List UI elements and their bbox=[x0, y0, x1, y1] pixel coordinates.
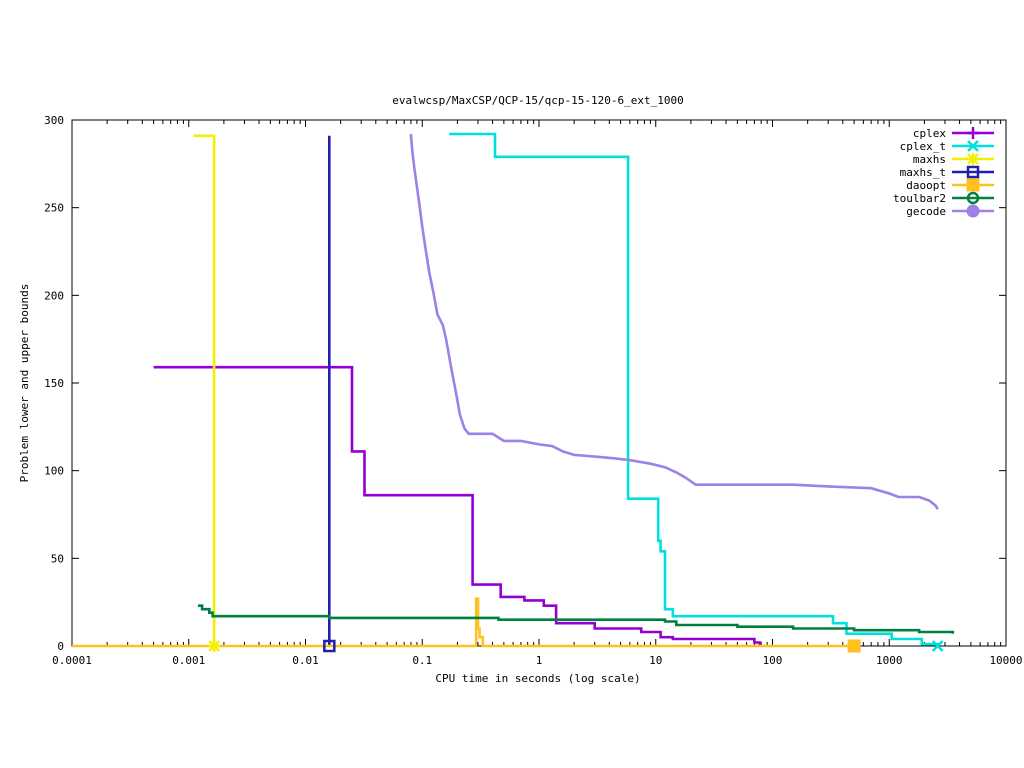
series-line-cplex_t bbox=[449, 132, 940, 646]
legend-label: maxhs_t bbox=[900, 166, 946, 179]
series-line-toulbar2 bbox=[198, 604, 955, 634]
legend: cplexcplex_tmaxhsmaxhs_tdaoopttoulbar2ge… bbox=[893, 127, 994, 218]
plot-frame bbox=[71, 119, 1007, 647]
y-tick-label: 0 bbox=[57, 640, 64, 653]
series-marker bbox=[967, 140, 979, 152]
legend-item-cplex: cplex bbox=[913, 127, 994, 140]
legend-item-maxhs_t: maxhs_t bbox=[900, 165, 994, 179]
series-marker bbox=[966, 165, 980, 179]
x-axis-label: CPU time in seconds (log scale) bbox=[435, 672, 640, 685]
chart-title: evalwcsp/MaxCSP/QCP-15/qcp-15-120-6_ext_… bbox=[392, 94, 683, 107]
series-toulbar2 bbox=[198, 604, 955, 634]
y-axis-label: Problem lower and upper bounds bbox=[18, 284, 31, 483]
series-markers-cplex_t bbox=[931, 640, 944, 652]
x-tick-label: 1000 bbox=[876, 654, 903, 667]
series-line-gecode bbox=[409, 133, 939, 510]
legend-item-gecode: gecode bbox=[906, 204, 994, 218]
x-tick-label: 0.1 bbox=[412, 654, 432, 667]
series-maxhs bbox=[193, 134, 216, 646]
series-markers-maxhs bbox=[208, 640, 221, 652]
series-marker bbox=[323, 639, 336, 653]
series-gecode bbox=[409, 133, 939, 510]
series-daoopt bbox=[72, 597, 855, 648]
legend-item-cplex_t: cplex_t bbox=[900, 140, 994, 153]
series-markers-daoopt bbox=[847, 639, 861, 653]
legend-label: daoopt bbox=[906, 179, 946, 192]
y-tick-label: 200 bbox=[44, 289, 64, 302]
series-line-cplex bbox=[153, 365, 762, 646]
y-tick-label: 250 bbox=[44, 202, 64, 215]
legend-item-daoopt: daoopt bbox=[906, 178, 994, 192]
x-tick-label: 1 bbox=[536, 654, 543, 667]
x-tick-label: 10000 bbox=[989, 654, 1022, 667]
x-tick-label: 0.01 bbox=[292, 654, 319, 667]
series-marker bbox=[931, 640, 944, 652]
y-tick-label: 100 bbox=[44, 465, 64, 478]
series-marker bbox=[847, 639, 861, 653]
series-marker bbox=[967, 153, 979, 165]
legend-label: cplex bbox=[913, 127, 946, 140]
x-tick-label: 10 bbox=[649, 654, 662, 667]
legend-item-maxhs: maxhs bbox=[913, 153, 994, 166]
series-markers-maxhs_t bbox=[323, 639, 336, 653]
series-marker bbox=[966, 178, 980, 192]
series-marker bbox=[966, 191, 980, 205]
y-tick-label: 150 bbox=[44, 377, 64, 390]
y-tick-label: 50 bbox=[51, 552, 64, 565]
legend-label: maxhs bbox=[913, 153, 946, 166]
x-tick-label: 100 bbox=[763, 654, 783, 667]
series-line-daoopt bbox=[72, 597, 855, 648]
x-tick-label: 0.0001 bbox=[52, 654, 92, 667]
legend-label: gecode bbox=[906, 205, 946, 218]
legend-item-toulbar2: toulbar2 bbox=[893, 191, 994, 205]
series-cplex_t bbox=[449, 132, 940, 646]
y-tick-label: 300 bbox=[44, 114, 64, 127]
series-marker bbox=[966, 204, 980, 218]
legend-label: toulbar2 bbox=[893, 192, 946, 205]
series-cplex bbox=[153, 365, 762, 646]
series-line-maxhs bbox=[193, 134, 216, 646]
x-tick-label: 0.001 bbox=[172, 654, 205, 667]
plot-area: 0.0001 0.001 0.01 0.1 1 10 100 1000 10000 0 50 100 1… bbox=[44, 114, 1022, 667]
legend-label: cplex_t bbox=[900, 140, 946, 153]
series-marker bbox=[208, 640, 221, 652]
